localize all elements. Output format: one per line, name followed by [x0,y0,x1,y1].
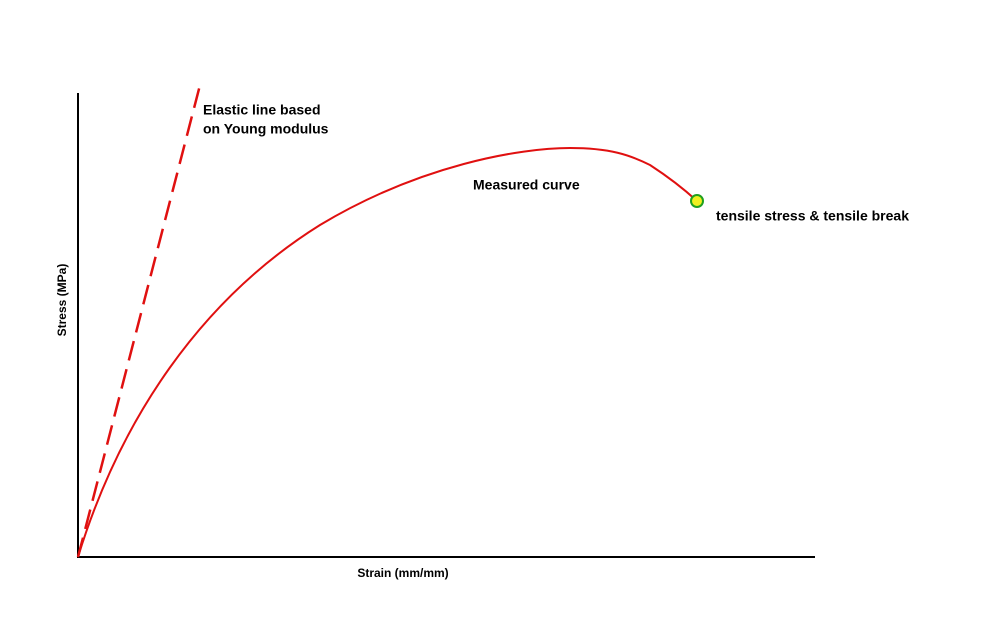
break-label: tensile stress & tensile break [716,208,909,224]
curve-label: Measured curve [473,177,580,193]
x-axis-label: Strain (mm/mm) [357,566,448,580]
elastic-line [76,84,202,558]
measured-curve [77,146,698,558]
elastic-label: Elastic line based [203,102,321,118]
elastic-label: on Young modulus [203,121,329,137]
break-point [690,194,704,208]
y-axis-label: Stress (MPa) [55,264,69,337]
